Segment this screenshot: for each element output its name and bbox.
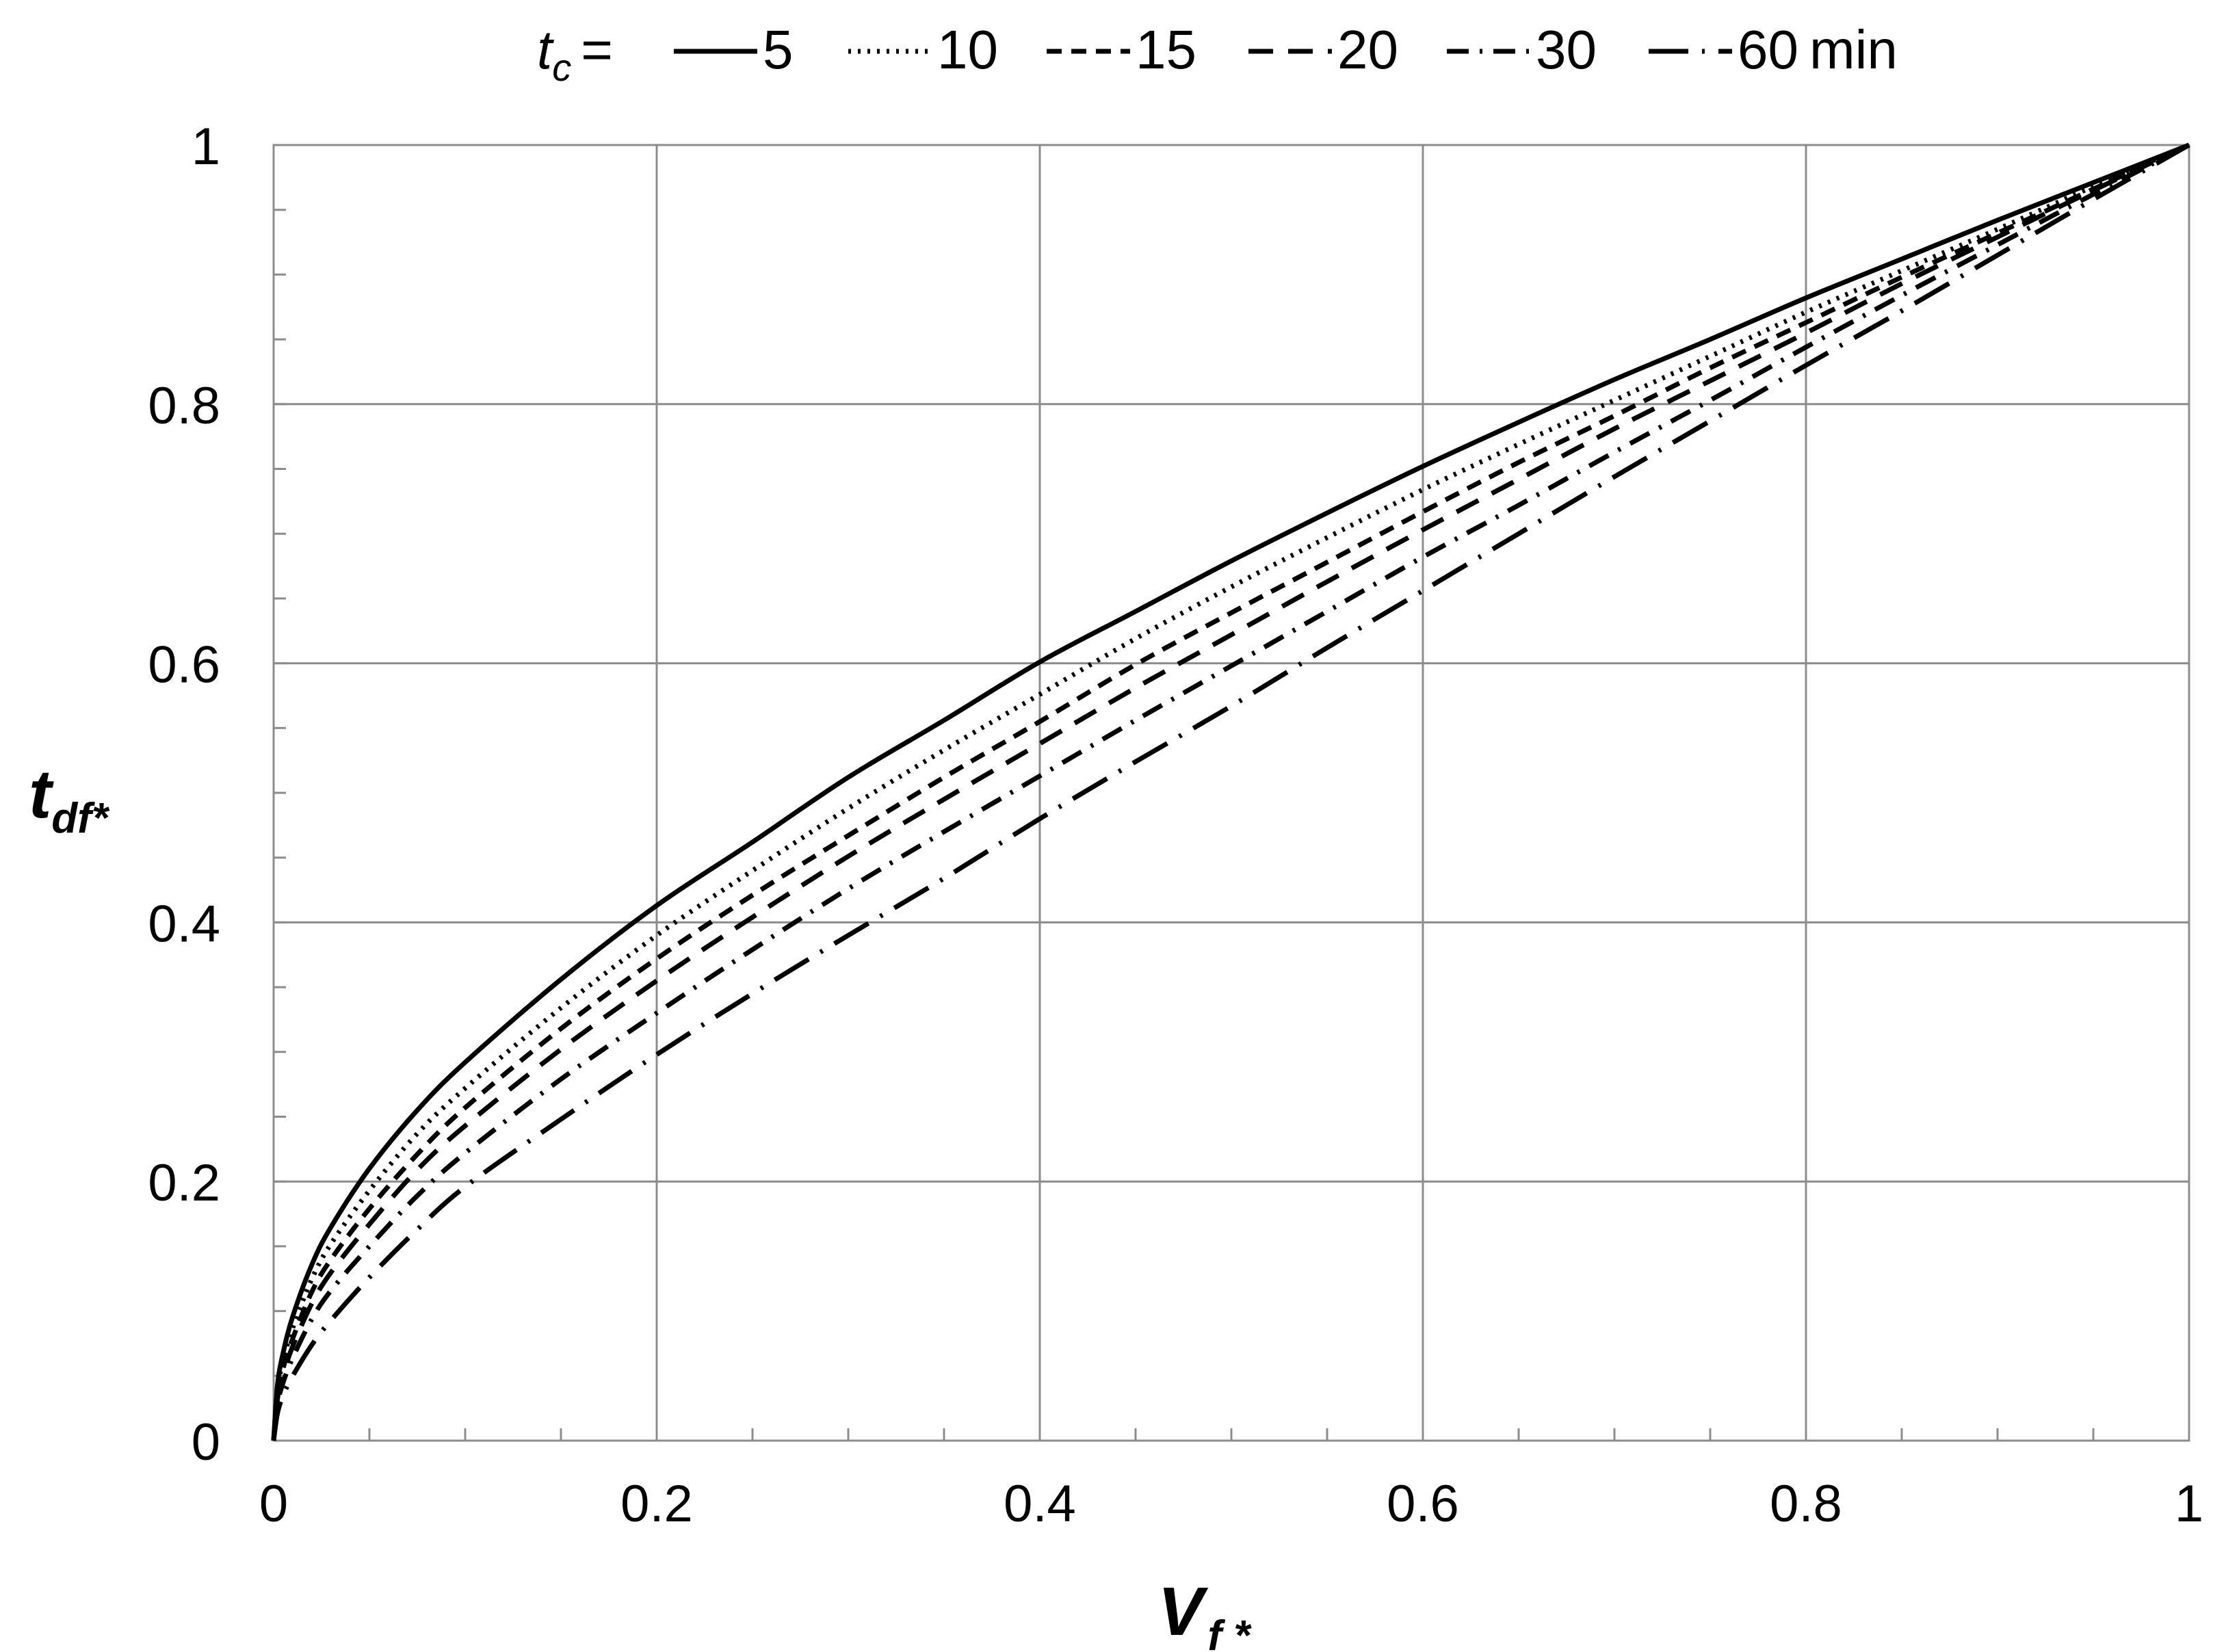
x-tick-labels: 0 0.2 0.4 0.6 0.8 1 <box>259 1475 2203 1533</box>
y-tick-label: 0.8 <box>148 377 220 435</box>
legend: tc = 5 10 15 20 30 60 min <box>537 19 1898 89</box>
series-line-60 <box>271 142 2190 1441</box>
legend-label-10: 10 <box>937 19 998 80</box>
x-tick-label: 0 <box>259 1475 288 1533</box>
x-tick-label: 0.6 <box>1387 1475 1459 1533</box>
series-line-5 <box>271 142 2190 1441</box>
x-tick-label: 0.4 <box>1004 1475 1076 1533</box>
series-line-10 <box>271 142 2190 1441</box>
series-layer <box>271 142 2190 1441</box>
y-tick-label: 1 <box>192 118 220 176</box>
x-axis-title-main: V <box>1158 1573 1209 1650</box>
x-axis-title: Vf * <box>1158 1573 1253 1652</box>
x-tick-label: 0.8 <box>1770 1475 1842 1533</box>
legend-entries: 5 10 15 20 30 60 min <box>674 19 1898 80</box>
legend-prefix: tc = <box>537 19 613 89</box>
y-axis-title-sub: df* <box>51 795 110 842</box>
y-tick-labels: 0 0.2 0.4 0.6 0.8 1 <box>148 118 220 1471</box>
minor-ticks <box>274 209 2095 1441</box>
legend-unit: min <box>1809 19 1898 80</box>
x-tick-label: 1 <box>2175 1475 2203 1533</box>
series-line-30 <box>271 142 2190 1441</box>
legend-prefix-equals: = <box>581 19 613 80</box>
legend-prefix-main: t <box>537 19 554 80</box>
legend-label-20: 20 <box>1337 19 1398 80</box>
legend-label-30: 30 <box>1536 19 1597 80</box>
legend-prefix-sub: c <box>552 46 571 89</box>
y-tick-label: 0.2 <box>148 1154 220 1212</box>
series-line-15 <box>271 142 2190 1441</box>
legend-label-15: 15 <box>1136 19 1196 80</box>
x-tick-label: 0.2 <box>620 1475 693 1533</box>
y-axis-title-main: t <box>29 756 54 832</box>
legend-label-60: 60 <box>1738 19 1798 80</box>
legend-label-5: 5 <box>763 19 794 80</box>
plot-frame <box>272 144 2190 1442</box>
y-tick-label: 0.6 <box>148 636 220 694</box>
y-tick-label: 0.4 <box>148 895 220 953</box>
x-axis-title-sub: f * <box>1207 1612 1252 1652</box>
y-axis-title: tdf* <box>29 756 110 842</box>
y-tick-label: 0 <box>192 1413 220 1471</box>
